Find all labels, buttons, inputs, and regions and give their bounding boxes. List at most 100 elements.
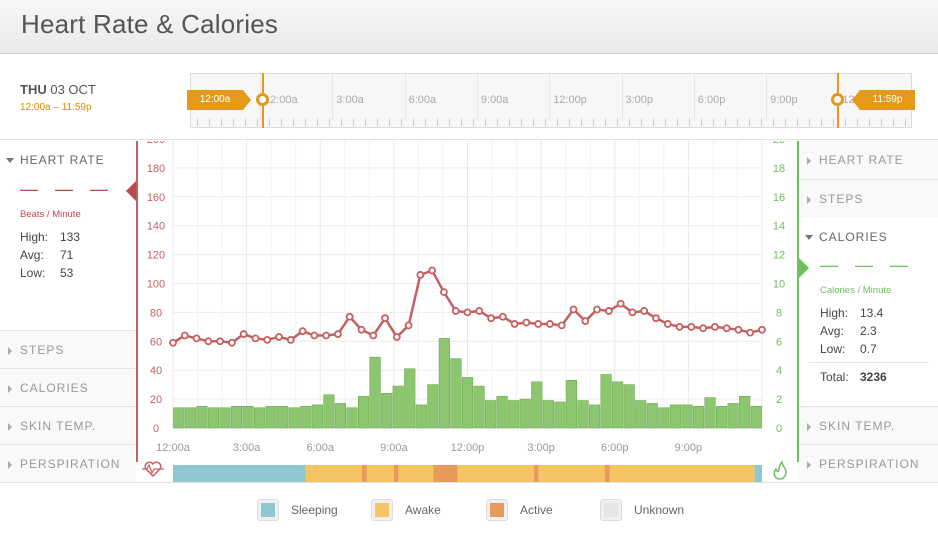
calories-bar [323, 394, 335, 429]
right-axis-tick-label: 12 [773, 250, 785, 262]
heart-rate-point [581, 317, 590, 325]
timeline-hour-label: 12:00a [264, 94, 298, 106]
calories-bar [577, 400, 589, 429]
heart-rate-high: High: 133 [20, 230, 81, 244]
calories-bar [334, 403, 347, 429]
right-section-steps[interactable]: STEPS [799, 179, 938, 217]
range-end-tag[interactable]: 11:59p [852, 90, 915, 110]
heart-rate-point [734, 325, 743, 334]
timeline-hour-label: 9:00a [480, 94, 509, 106]
right-axis-tick-label: 10 [773, 279, 785, 291]
date-weekday: THU [20, 82, 47, 97]
heart-rate-point [169, 338, 177, 347]
heart-rate-point [522, 318, 531, 327]
left-section-perspiration[interactable]: PERSPIRATION [0, 444, 136, 482]
calories-bar [427, 384, 439, 429]
calories-bar [346, 407, 358, 429]
timeline-tick [557, 119, 558, 126]
right-section-heart-rate[interactable]: HEART RATE [799, 141, 938, 179]
timeline-tick [365, 119, 366, 126]
activity-strip-segment [457, 465, 534, 482]
left-section-steps[interactable]: STEPS [0, 330, 136, 368]
calories-bar [392, 385, 404, 429]
calories-high: High: 13.4 [820, 306, 884, 320]
timeline-tick [617, 119, 618, 126]
timeline-tick [893, 119, 894, 126]
heart-rate-axis-marker [126, 181, 136, 201]
calories-bar [381, 393, 393, 429]
timeline-tick [197, 119, 198, 126]
right-axis-tick-label: 20 [773, 141, 785, 146]
timeline-tick [677, 119, 678, 126]
calories-axis-marker [799, 258, 809, 278]
timeline-scrubber[interactable]: 12:00a 3:00a 6:00a 9:00a 12:00p 3:00p 6:00p 9:0… [190, 73, 912, 128]
date-day: 03 OCT [50, 82, 96, 97]
legend-swatch-active [486, 499, 508, 521]
calories-low: Low: 0.7 [820, 342, 877, 356]
timeline-tick [869, 119, 870, 126]
heart-rate-section-title[interactable]: HEART RATE [0, 153, 105, 167]
left-axis-tick-label: 60 [150, 336, 162, 348]
right-metrics-panel: HEART RATE STEPS CALORIES — — — Calories… [799, 141, 938, 482]
range-start-handle[interactable] [256, 93, 269, 106]
x-axis-tick-label: 6:00a [306, 442, 334, 454]
timeline-tick [797, 119, 798, 126]
calories-bar [230, 406, 243, 429]
heart-rate-point [758, 325, 766, 334]
page-title: Heart Rate & Calories [21, 9, 279, 39]
timeline-tick [485, 119, 486, 126]
heart-rate-point [687, 322, 696, 331]
timeline-tick [857, 119, 858, 126]
calories-section-title[interactable]: CALORIES [799, 230, 888, 244]
heart-rate-point [322, 331, 331, 340]
timeline-hour-label: 3:00a [336, 94, 364, 106]
timeline-hour-label: 6:00a [408, 94, 437, 106]
timeline-tick [545, 119, 546, 126]
timeline-tick [761, 119, 762, 126]
calories-avg: Avg: 2.3 [820, 324, 877, 338]
range-end-handle[interactable] [831, 93, 844, 106]
heart-rate-point [475, 307, 484, 315]
right-section-perspiration[interactable]: PERSPIRATION [799, 444, 938, 482]
heart-rate-calories-chart[interactable]: 0 0 20 2 40 4 60 6 80 8 100 10 120 12 140 14 160 16 180 18 2… [136, 141, 799, 482]
timeline-tick [461, 119, 462, 126]
heart-rate-point [746, 328, 755, 337]
timeline-tick [785, 119, 786, 126]
x-axis-tick-label: 9:00p [675, 442, 703, 454]
left-axis-tick-label: 20 [150, 394, 162, 406]
heart-rate-point [381, 314, 389, 323]
calories-current-value: — — — [820, 255, 915, 275]
heart-rate-point [487, 314, 495, 323]
calories-bar [485, 400, 497, 429]
heart-rate-low: Low: 53 [20, 266, 74, 280]
left-axis-tick-label: 80 [150, 307, 162, 319]
timeline-hour-line [549, 74, 551, 120]
timeline-tick [881, 119, 882, 126]
calories-bar [254, 407, 266, 429]
legend-swatch-awake [371, 499, 393, 521]
timeline-tick [605, 119, 606, 126]
left-section-skin-temp[interactable]: SKIN TEMP. [0, 406, 136, 444]
timeline-tick [833, 119, 834, 126]
heart-rate-point [675, 322, 684, 331]
range-start-tag[interactable]: 12:00a [187, 90, 251, 110]
timeline-hour-label: 12 [842, 94, 855, 106]
flame-icon [773, 460, 787, 480]
calories-bar [681, 404, 693, 429]
activity-strip-segment [433, 465, 458, 482]
calories-bar [588, 404, 601, 429]
timeline-tick [713, 119, 714, 126]
activity-strip-segment [398, 465, 434, 482]
left-section-calories[interactable]: CALORIES [0, 368, 136, 406]
timeline-tick [329, 119, 330, 126]
timeline-tick [401, 119, 402, 126]
right-section-skin-temp[interactable]: SKIN TEMP. [799, 406, 938, 444]
timeline-tick [653, 119, 654, 126]
right-axis-tick-label: 0 [776, 423, 782, 435]
calories-bar [357, 395, 370, 429]
calories-bar [508, 400, 520, 429]
calories-bar [716, 406, 728, 429]
calories-bar [727, 403, 739, 429]
timeline-tick [689, 119, 690, 126]
timeline-tick [593, 119, 594, 126]
